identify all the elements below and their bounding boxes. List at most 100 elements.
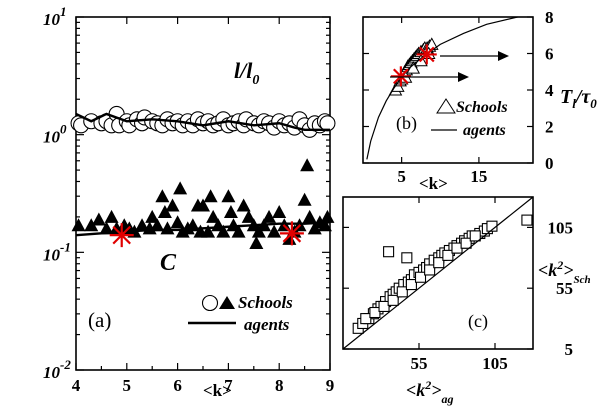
panel-c-ytick-label: 55: [556, 279, 573, 298]
panel-c-frame: [342, 196, 534, 350]
panel-a-triangle-point: [84, 218, 99, 232]
panel-b: 5 15 0 2 4 6 8 (b) Schools agents <k> Tl/τ0: [362, 8, 597, 193]
panel-a-xtick-label: 7: [224, 376, 233, 395]
panel-a-label: (a): [88, 308, 111, 332]
panel-a-triangle-point: [196, 198, 210, 212]
legend-schools-label: Schools: [238, 293, 293, 312]
panel-b-red-star: [390, 66, 411, 87]
panel-a-xtick-label: 8: [275, 376, 284, 395]
legend-open-triangle-marker: [436, 98, 456, 114]
panel-a-triangle-point: [231, 224, 246, 238]
panel-a-triangle-point: [155, 189, 170, 203]
panel-a-circle-point: [319, 115, 336, 132]
panel-a-triangle-point: [249, 236, 264, 250]
panel-a-triangle-point: [302, 209, 317, 223]
panel-a-ytick-label: 101: [43, 4, 67, 29]
panel-a-xtick-label: 9: [326, 376, 335, 395]
panel-b-ytick-label: 2: [545, 118, 554, 137]
panel-b-xtick-label: 15: [470, 167, 487, 186]
panel-c-square-point: [360, 313, 372, 325]
legend-circle-marker: [201, 294, 219, 312]
panel-a-triangle-point: [99, 221, 114, 235]
arrow-lower-head: [458, 72, 469, 82]
panel-a-triangle-point: [216, 224, 231, 238]
panel-c-square-point: [424, 264, 436, 276]
panel-c-square-point: [369, 306, 381, 319]
panel-a-triangle-point: [135, 218, 150, 232]
panel-a-ytick-label: 10-2: [43, 357, 71, 382]
panel-a-triangle-point: [221, 189, 236, 203]
panel-a-triangle-point: [320, 209, 335, 223]
panel-c-square-point: [442, 249, 454, 261]
panel-a-xtick-label: 5: [123, 376, 132, 395]
panel-a-red-star: [109, 223, 134, 248]
panel-b-label: (b): [396, 113, 417, 134]
panel-b-ytick-label: 4: [545, 81, 554, 100]
panel-c-square-point: [469, 230, 481, 242]
panel-c-square-point: [396, 286, 408, 298]
panel-c-xtick-label: 55: [411, 354, 428, 373]
panel-b-legend-agents: agents: [463, 122, 506, 139]
panel-a-triangle-point: [262, 209, 277, 223]
panel-a-legend: Schools agents: [188, 293, 293, 334]
panel-c-square-point: [451, 242, 463, 254]
panel-a-triangle-point: [297, 192, 312, 206]
panel-a-triangle-point: [170, 215, 185, 229]
panel-a-triangle-point: [272, 205, 287, 219]
panel-a-triangle-point: [104, 209, 119, 223]
panel-c-square-point: [521, 214, 533, 226]
panel-a-c-label: C: [160, 250, 177, 276]
panel-a-triangle-point: [91, 212, 106, 226]
panel-b-xlabel: <k>: [419, 174, 448, 193]
panel-a-triangle-point: [165, 198, 180, 212]
panel-a-triangle-point: [201, 224, 216, 238]
panel-a-triangle-point: [206, 209, 221, 223]
panel-b-ytick-label: 6: [545, 45, 554, 64]
panel-b-frame: [362, 16, 534, 164]
arrow-upper-head: [498, 51, 509, 61]
panel-b-arrows: [390, 51, 509, 82]
panel-a-agents-line: [75, 112, 330, 131]
panel-a-xlabel: <k>: [203, 381, 232, 400]
panel-b-xtick-label: 5: [397, 167, 406, 186]
panel-a-triangle-point: [236, 198, 251, 212]
panel-a-triangle-point: [145, 209, 160, 223]
panel-a-frame: [75, 16, 331, 371]
panel-c-square-point: [460, 237, 472, 249]
panel-a-triangle-point: [267, 224, 282, 238]
panel-c-square-point: [414, 271, 427, 283]
panel-a: 4 5 6 7 8 9 10-2 10-1 100 101 l/l0 C (a) Schools…: [43, 4, 336, 400]
panel-b-ytick-label: 8: [545, 8, 554, 27]
panel-c-square-point: [401, 252, 413, 264]
panel-a-triangle-point: [203, 189, 218, 203]
panel-a-ytick-label: 10-1: [43, 239, 71, 264]
panel-c-square-point: [387, 294, 399, 306]
panel-b-legend: Schools agents: [431, 98, 508, 139]
panel-c-ytick-label: 5: [565, 340, 574, 359]
panel-b-legend-schools: Schools: [456, 99, 508, 116]
legend-triangle-marker: [219, 296, 235, 309]
panel-c-square-point: [378, 300, 390, 312]
panel-a-ytick-label: 100: [43, 122, 67, 147]
panel-a-l-label: l/l0: [234, 58, 259, 88]
panel-a-triangle-point: [71, 218, 86, 232]
panel-c-ytick-label: 105: [548, 218, 574, 237]
panel-c-square-point: [383, 246, 395, 258]
panel-a-triangle-point: [300, 158, 315, 172]
panel-a-red-star: [279, 221, 304, 246]
panel-c-xlabel: <k2>ag: [406, 378, 454, 406]
panel-c-agents-line: [342, 196, 534, 350]
panel-a-xtick-label: 6: [173, 376, 182, 395]
panel-b-red-star: [416, 44, 437, 65]
panel-a-triangle-point: [223, 205, 238, 219]
panel-a-triangle-point: [150, 218, 165, 232]
panel-c-ylabel: <k2>Sch: [538, 258, 591, 286]
legend-agents-label: agents: [244, 315, 290, 334]
panel-a-triangle-point: [173, 181, 188, 195]
panel-c-label: (c): [468, 311, 488, 332]
panel-c-square-point: [405, 279, 417, 291]
panel-a-triangle-point: [317, 218, 332, 232]
panel-c-xtick-label: 105: [482, 354, 508, 373]
